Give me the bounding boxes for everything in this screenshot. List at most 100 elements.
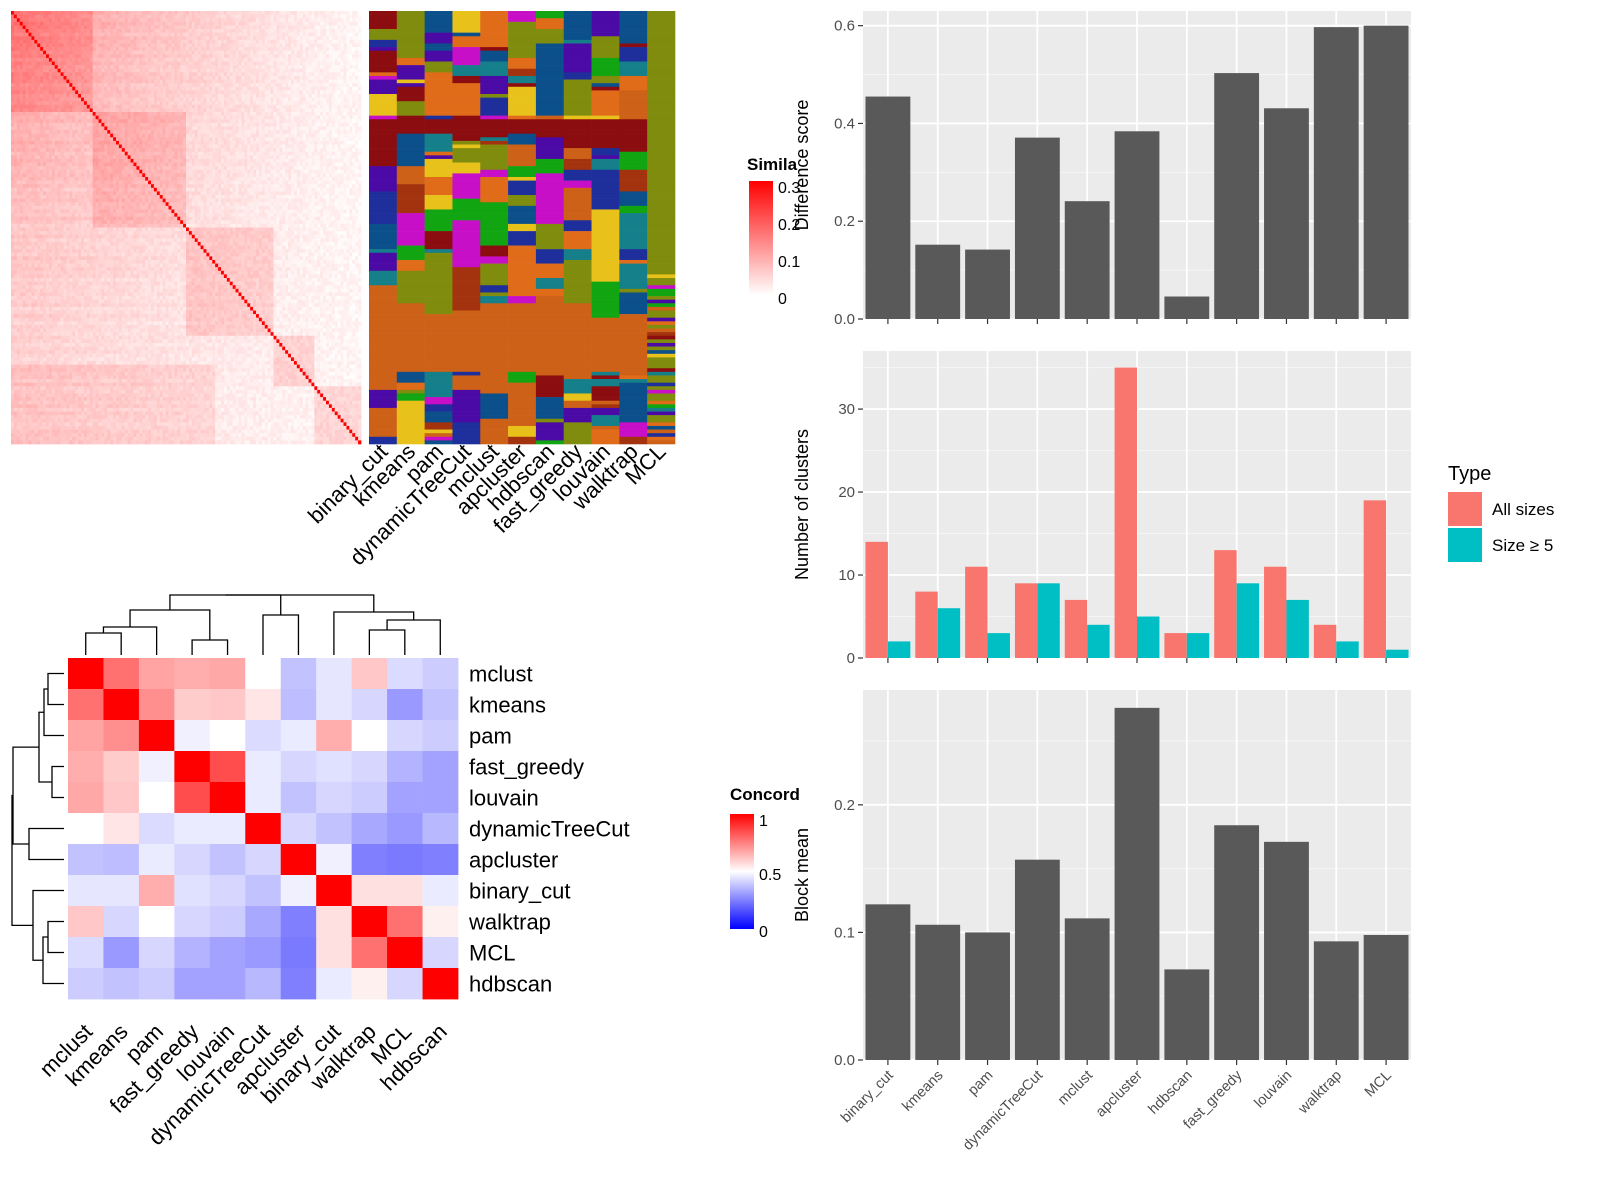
similarity-cell: [48, 133, 53, 138]
similarity-cell: [215, 50, 219, 55]
similarity-cell: [177, 29, 181, 33]
similarity-cell: [349, 36, 353, 41]
similarity-cell: [142, 36, 146, 41]
similarity-cell: [355, 130, 359, 135]
similarity-cell: [267, 133, 271, 138]
similarity-cell: [270, 29, 274, 33]
similarity-cell: [218, 155, 222, 160]
similarity-cell: [180, 97, 184, 102]
similarity-cell: [171, 83, 175, 88]
similarity-cell: [188, 47, 193, 52]
similarity-cell: [28, 133, 32, 138]
similarity-cell: [264, 18, 269, 23]
similarity-cell: [136, 39, 140, 44]
similarity-cell: [177, 75, 181, 80]
similarity-cell: [320, 140, 324, 145]
similarity-cell: [288, 130, 292, 135]
similarity-cell: [48, 29, 53, 33]
similarity-cell: [81, 61, 85, 66]
similarity-cell: [66, 36, 70, 41]
similarity-cell: [232, 54, 236, 59]
similarity-cell: [349, 155, 353, 160]
similarity-cell: [57, 47, 61, 52]
similarity-cell: [288, 140, 292, 145]
similarity-cell: [95, 25, 99, 30]
similarity-cell: [226, 72, 231, 77]
similarity-cell: [314, 72, 318, 77]
similarity-cell: [311, 115, 315, 120]
similarity-cell: [43, 14, 47, 19]
similarity-cell: [116, 148, 120, 153]
similarity-cell: [121, 119, 126, 124]
similarity-cell: [232, 68, 236, 73]
similarity-cell: [43, 112, 47, 116]
similarity-cell: [133, 57, 137, 62]
similarity-cell: [171, 119, 175, 124]
similarity-cell: [244, 79, 248, 84]
similarity-cell: [107, 155, 111, 160]
similarity-cell: [43, 158, 47, 163]
similarity-cell: [25, 75, 29, 80]
similarity-cell: [328, 115, 333, 120]
similarity-cell: [337, 112, 341, 116]
similarity-cell: [218, 68, 222, 73]
similarity-cell: [200, 21, 204, 26]
similarity-cell: [346, 36, 350, 41]
similarity-cell: [69, 50, 73, 55]
similarity-cell: [349, 83, 353, 88]
similarity-cell: [156, 86, 161, 91]
similarity-cell: [215, 72, 219, 77]
similarity-cell: [258, 112, 263, 116]
similarity-cell: [113, 133, 117, 138]
similarity-cell: [273, 65, 277, 70]
similarity-cell: [165, 126, 169, 131]
similarity-cell: [191, 83, 196, 88]
similarity-cell: [258, 47, 263, 52]
similarity-cell: [98, 25, 102, 30]
similarity-cell: [291, 140, 295, 145]
similarity-cell: [145, 39, 149, 44]
similarity-cell: [130, 79, 134, 84]
similarity-cell: [13, 11, 18, 15]
similarity-cell: [130, 151, 134, 156]
similarity-cell: [113, 86, 117, 91]
similarity-cell: [244, 133, 248, 138]
similarity-cell: [81, 137, 85, 142]
similarity-cell: [107, 122, 111, 127]
similarity-cell: [191, 50, 196, 55]
similarity-cell: [244, 57, 248, 62]
similarity-cell: [323, 97, 327, 102]
similarity-cell: [11, 21, 15, 26]
similarity-cell: [291, 151, 295, 156]
similarity-cell: [340, 11, 344, 15]
similarity-cell: [153, 144, 158, 149]
similarity-cell: [113, 101, 117, 106]
similarity-cell: [139, 39, 143, 44]
similarity-cell: [133, 72, 137, 77]
similarity-cell: [48, 155, 53, 160]
similarity-cell: [78, 47, 82, 52]
similarity-cell: [279, 39, 283, 44]
similarity-cell: [308, 115, 312, 120]
similarity-cell: [241, 14, 245, 19]
similarity-cell: [223, 130, 228, 135]
similarity-cell: [168, 126, 172, 131]
similarity-cell: [43, 101, 47, 106]
similarity-cell: [273, 25, 277, 30]
similarity-cell: [43, 155, 47, 160]
similarity-cell: [136, 97, 140, 102]
similarity-cell: [139, 112, 143, 116]
similarity-cell: [78, 79, 82, 84]
similarity-cell: [177, 93, 181, 98]
similarity-cell: [253, 57, 257, 62]
similarity-cell: [156, 112, 161, 116]
similarity-cell: [273, 115, 277, 120]
similarity-cell: [305, 14, 309, 19]
similarity-cell: [337, 97, 341, 102]
similarity-cell: [349, 104, 353, 109]
similarity-cell: [156, 101, 161, 106]
similarity-cell: [212, 90, 216, 95]
similarity-cell: [69, 119, 73, 124]
similarity-cell: [110, 43, 114, 48]
similarity-cell: [343, 119, 347, 124]
